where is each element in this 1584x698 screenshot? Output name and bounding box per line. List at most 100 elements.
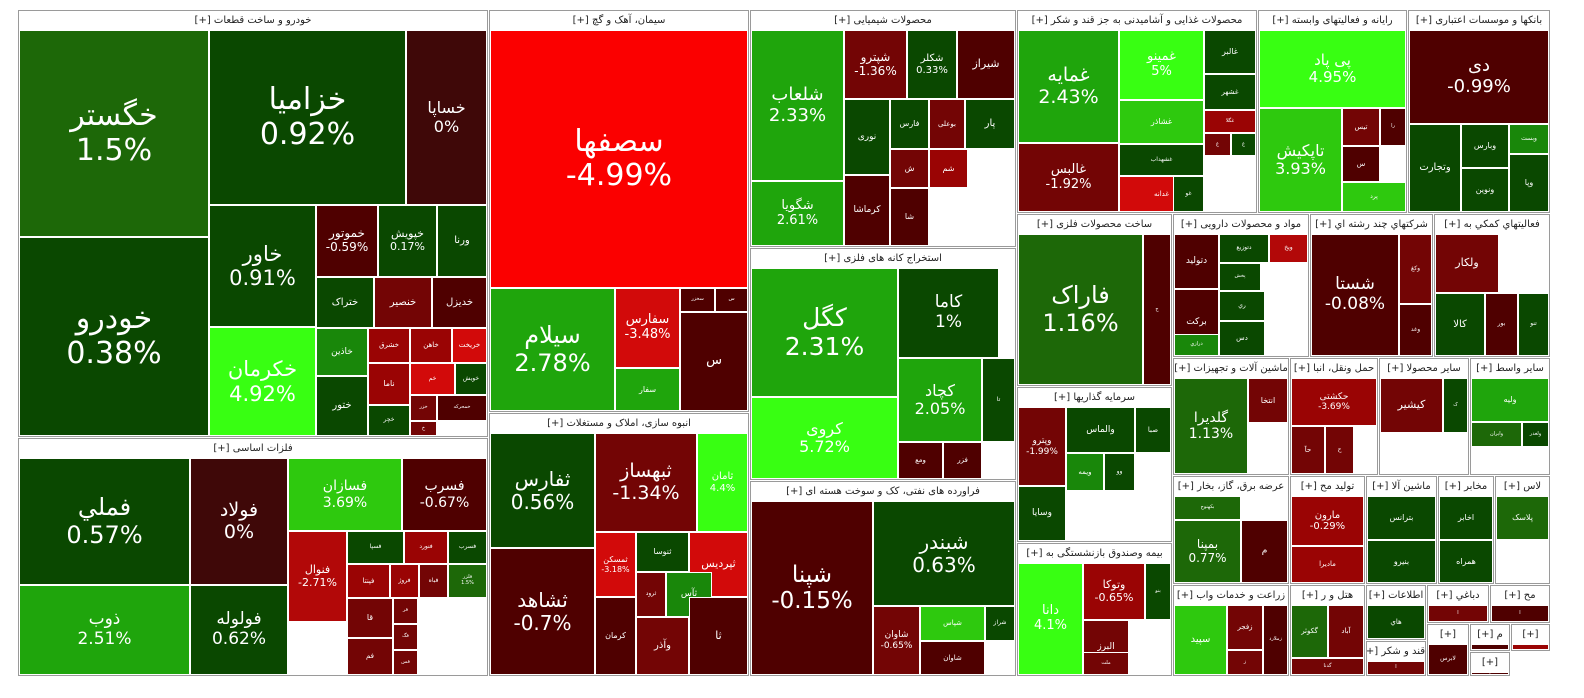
stock-tile[interactable]: غشهداب [1119,144,1204,176]
stock-tile[interactable]: فسپا [347,531,404,564]
stock-tile[interactable]: غمینو 5% [1119,30,1204,100]
stock-tile[interactable]: هاي [1367,605,1425,639]
stock-tile[interactable]: قا [347,598,393,638]
stock-tile[interactable]: ختور [316,376,368,436]
stock-tile[interactable]: کاما 1% [898,268,999,358]
stock-tile[interactable]: س [680,312,748,411]
stock-tile[interactable]: شکلر 0.33% [907,30,957,99]
stock-tile[interactable]: پی پاد 4.95% [1259,30,1406,108]
stock-tile[interactable]: فولوله 0.62% [190,585,288,675]
stock-tile[interactable]: خاذین [316,328,368,376]
sector-header[interactable]: فلزات اساسی [+] [19,439,487,458]
sector-header[interactable]: [+] [1512,625,1549,644]
stock-tile[interactable]: فلزر 1.5% [448,564,487,598]
stock-tile[interactable]: فسازان 3.69% [288,458,402,531]
stock-tile[interactable]: ملت [1083,652,1129,675]
sector-header[interactable]: سرمایه گذاریها [+] [1018,388,1171,407]
sector-header[interactable]: سیمان، آهک و گچ [+] [490,11,748,30]
stock-tile[interactable]: ولیه [1471,378,1549,422]
stock-tile[interactable]: فارس [890,99,929,149]
stock-tile[interactable]: ذوب 2.51% [19,585,190,675]
stock-tile[interactable]: فنورد [404,531,448,564]
stock-tile[interactable]: وغد [1399,304,1432,356]
stock-tile[interactable]: اخابر [1439,496,1493,540]
stock-tile[interactable]: ختراک [316,277,374,328]
stock-tile[interactable]: درازي [1174,334,1219,356]
stock-tile[interactable]: خزر [410,395,437,421]
stock-tile[interactable]: شراز [985,606,1015,641]
stock-tile[interactable]: ز [1227,650,1263,675]
stock-tile[interactable]: ولغدر [1522,422,1549,447]
stock-tile[interactable]: گدنا [1291,658,1364,675]
sector-header[interactable]: سایر محصولا [+] [1380,359,1468,378]
stock-tile[interactable]: ا [1471,672,1509,675]
stock-tile[interactable]: بمپنا 0.77% [1174,520,1241,583]
stock-tile[interactable]: ا [1367,661,1425,675]
stock-tile[interactable]: کرماشا [844,175,890,246]
stock-tile[interactable]: سصفها -4.99% [490,30,748,288]
stock-tile[interactable]: تنو [1518,293,1549,356]
sector-header[interactable]: مح [+] [1491,586,1549,605]
sector-header[interactable]: م [+] [1471,625,1509,644]
sector-header[interactable]: عرضه برق، گاز، بخار [+] [1174,477,1288,496]
stock-tile[interactable]: خساپا 0% [406,30,487,205]
stock-tile[interactable]: ثمسکن -3.18% [595,532,636,597]
stock-tile[interactable]: شاوان [920,641,985,675]
stock-tile[interactable]: شپترو -1.36% [844,30,907,99]
stock-tile[interactable]: پلاسک [1496,496,1549,540]
stock-tile[interactable]: ج [1143,234,1171,385]
stock-tile[interactable]: مادیرا [1291,546,1364,583]
stock-tile[interactable]: شم [929,149,968,188]
stock-tile[interactable]: غ [1204,133,1231,156]
sector-header[interactable]: فراورده های نفتی، کک و سوخت هسته ای [+] [751,482,1015,501]
stock-tile[interactable]: وکغ [1399,234,1432,304]
stock-tile[interactable]: بنیرو [1367,540,1436,583]
stock-tile[interactable]: سپید [1174,605,1227,675]
stock-tile[interactable]: تا [982,358,1015,442]
sector-header[interactable]: ماشین آلا [+] [1367,477,1436,496]
stock-tile[interactable]: خاهن [410,328,452,363]
stock-tile[interactable]: انتخا [1248,378,1288,423]
stock-tile[interactable]: ویخ [1269,234,1308,263]
sector-header[interactable]: محصولات شیمیایی [+] [751,11,1015,30]
stock-tile[interactable]: خموتور -0.59% [316,205,378,277]
sector-header[interactable]: دباغي [+] [1428,586,1488,605]
stock-tile[interactable]: دی -0.99% [1409,30,1549,124]
stock-tile[interactable]: خچر [368,405,410,436]
stock-tile[interactable]: سفارس -3.48% [615,288,680,368]
stock-tile[interactable]: گلدیرا 1.13% [1174,378,1248,474]
stock-tile[interactable]: خاور 0.91% [209,205,316,327]
stock-tile[interactable] [1512,644,1549,650]
stock-tile[interactable]: بور [1485,293,1518,356]
stock-tile[interactable]: کرمان [595,597,636,675]
stock-tile[interactable]: غگلا [1204,110,1256,133]
stock-tile[interactable]: شا [890,188,929,246]
stock-tile[interactable]: کچاد 2.05% [898,358,982,442]
stock-tile[interactable]: وو [1104,453,1135,491]
sector-header[interactable]: مخابر [+] [1439,477,1493,496]
stock-tile[interactable]: سیلام 2.78% [490,288,615,411]
stock-tile[interactable]: غشاذر [1119,100,1204,144]
stock-tile[interactable]: پار [965,99,1015,149]
stock-tile[interactable]: ش [890,149,929,188]
stock-tile[interactable]: خودرو 0.38% [19,237,209,436]
stock-tile[interactable]: ثبهساز -1.34% [595,433,697,532]
stock-tile[interactable]: شگویا 2.61% [751,181,844,246]
stock-tile[interactable]: خگستر 1.5% [19,30,209,237]
stock-tile[interactable]: کروی 5.72% [751,397,898,479]
stock-tile[interactable]: ک [1443,378,1468,433]
stock-tile[interactable]: دانا 4.1% [1018,563,1083,675]
stock-tile[interactable]: شپنا -0.15% [751,501,873,675]
stock-tile[interactable]: فولاد 0% [190,458,288,585]
stock-tile[interactable]: ثامان 4.4% [697,433,748,532]
stock-tile[interactable]: ا [1428,605,1488,622]
stock-tile[interactable]: فگ [393,624,418,650]
stock-tile[interactable]: شپاس [920,606,985,641]
stock-tile[interactable]: تیس [1342,108,1380,146]
stock-tile[interactable]: فملي 0.57% [19,458,190,585]
stock-tile[interactable]: شاوان -0.65% [873,606,920,675]
stock-tile[interactable]: وتوکا -0.65% [1083,563,1145,620]
stock-tile[interactable]: فر [393,598,418,624]
stock-tile[interactable]: حآ [1291,426,1325,474]
stock-tile[interactable]: خپویش 0.17% [378,205,437,277]
